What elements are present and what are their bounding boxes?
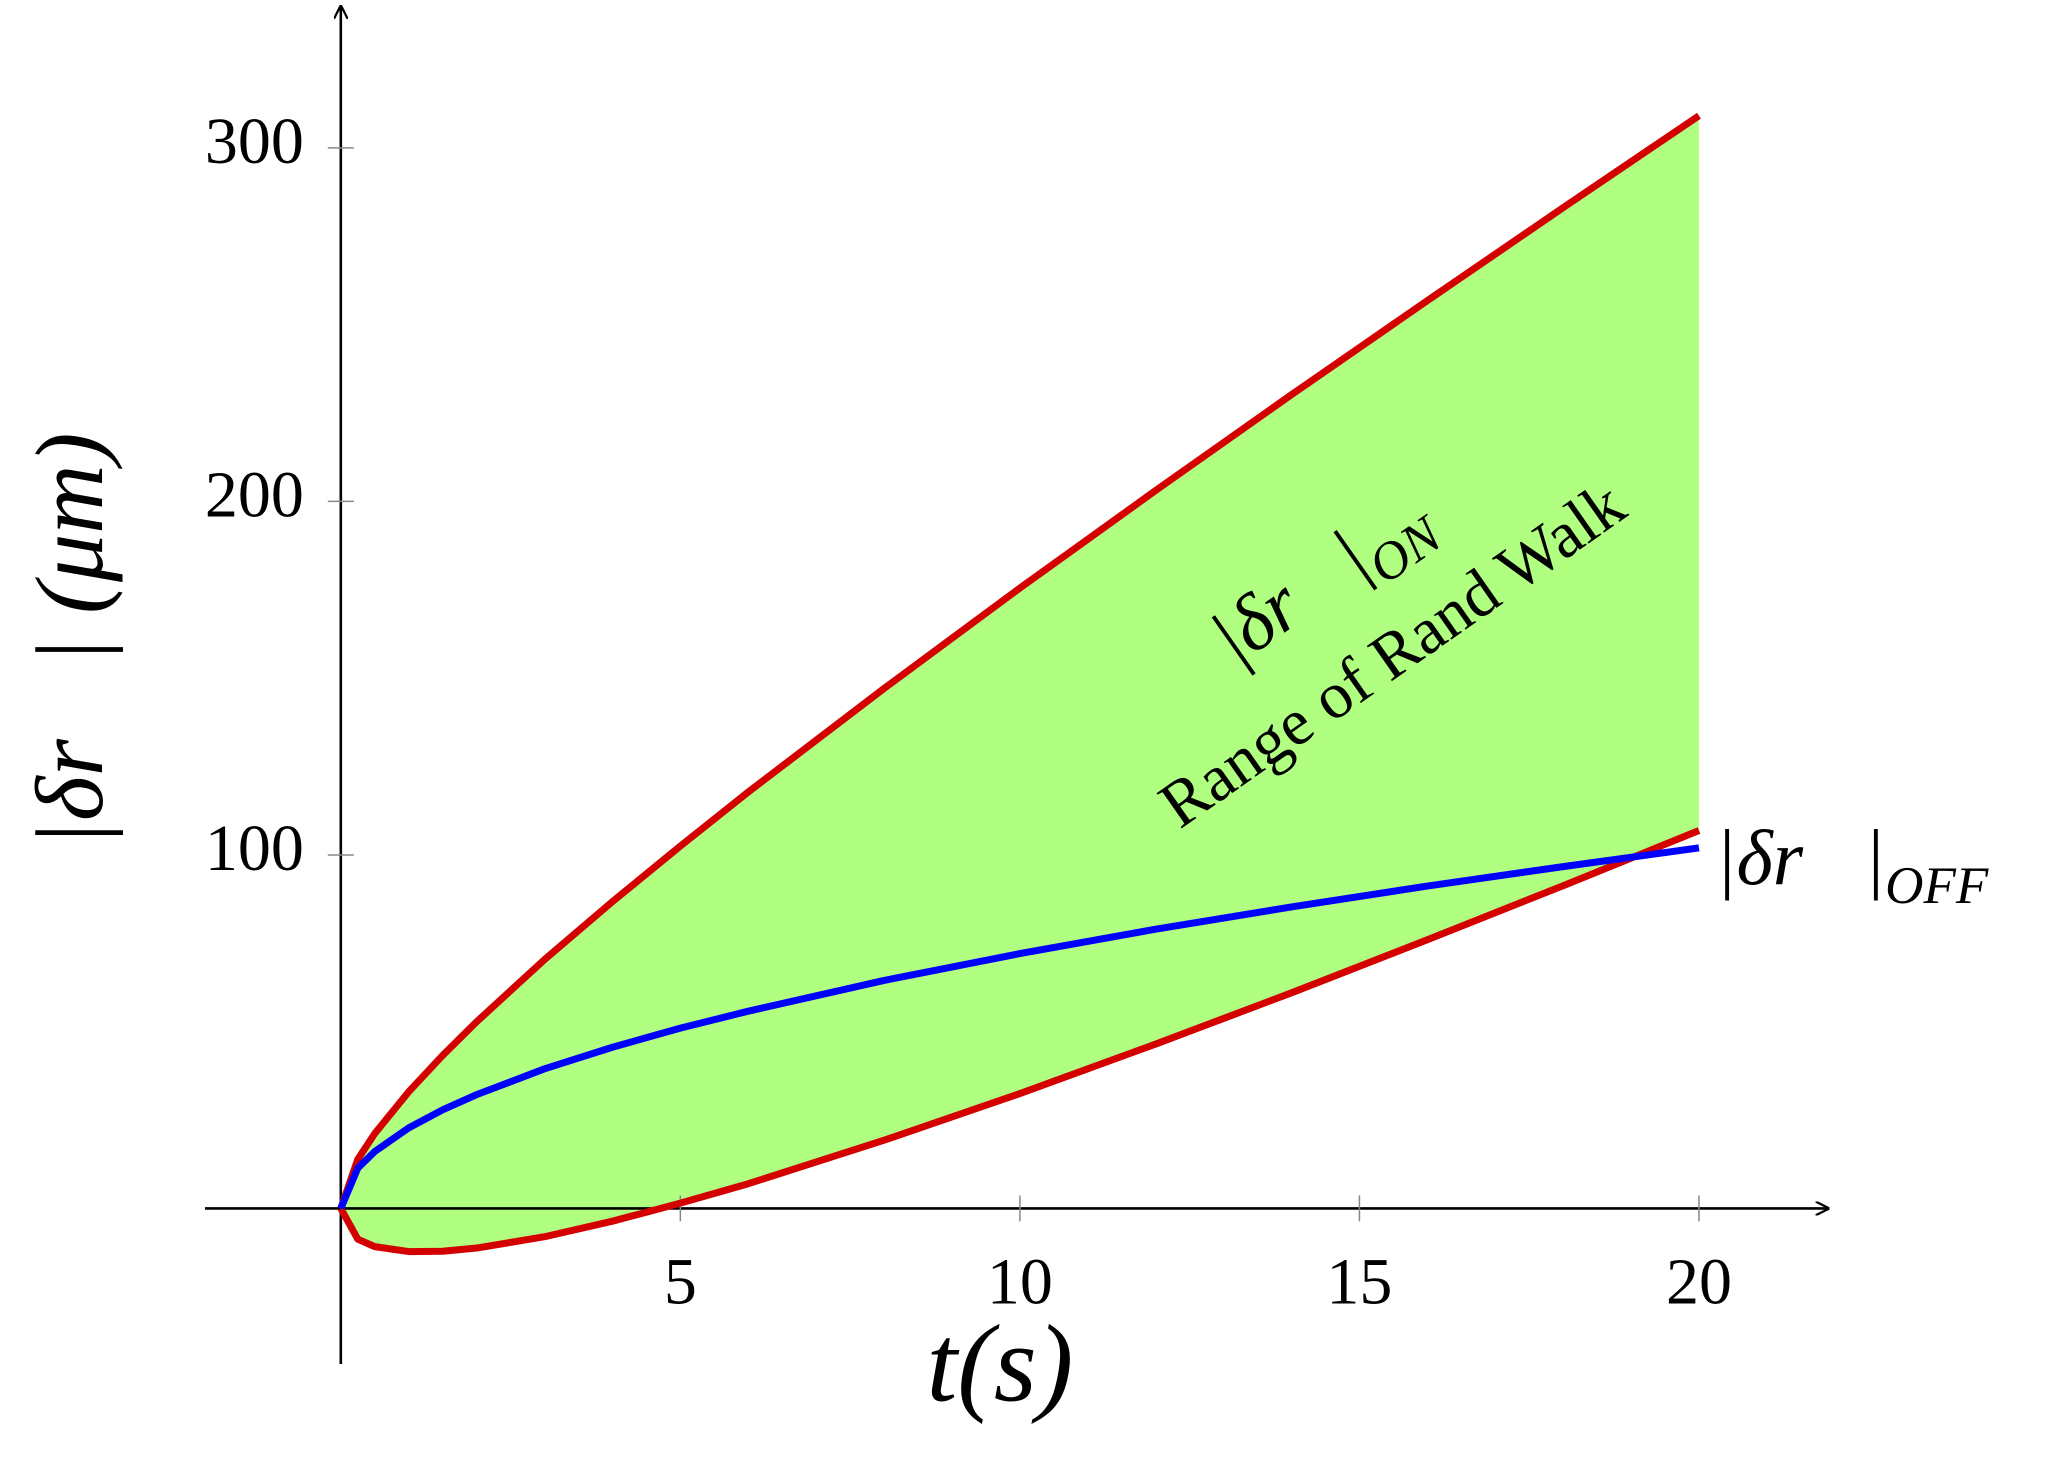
- y-tick-label: 200: [205, 459, 304, 532]
- x-axis-label: t(s): [927, 1302, 1074, 1424]
- annotation: |δr⃗|OFF: [1715, 814, 1989, 915]
- series-line: [337, 827, 1701, 1256]
- series-line: [337, 112, 1701, 1210]
- annotation-text: |δr⃗|: [1715, 814, 1885, 901]
- x-tick-label: 15: [1326, 1246, 1392, 1319]
- range-area: [340, 115, 1699, 1252]
- x-tick-label: 10: [987, 1246, 1053, 1319]
- y-tick-label: 300: [205, 105, 304, 178]
- x-tick-label: 20: [1666, 1246, 1732, 1319]
- x-tick-label: 5: [664, 1246, 697, 1319]
- series-line: [337, 844, 1700, 1210]
- annotation-subscript: OFF: [1885, 857, 1989, 915]
- y-axis-label: |δr⃗| (μm): [16, 433, 123, 848]
- y-tick-label: 100: [205, 812, 304, 885]
